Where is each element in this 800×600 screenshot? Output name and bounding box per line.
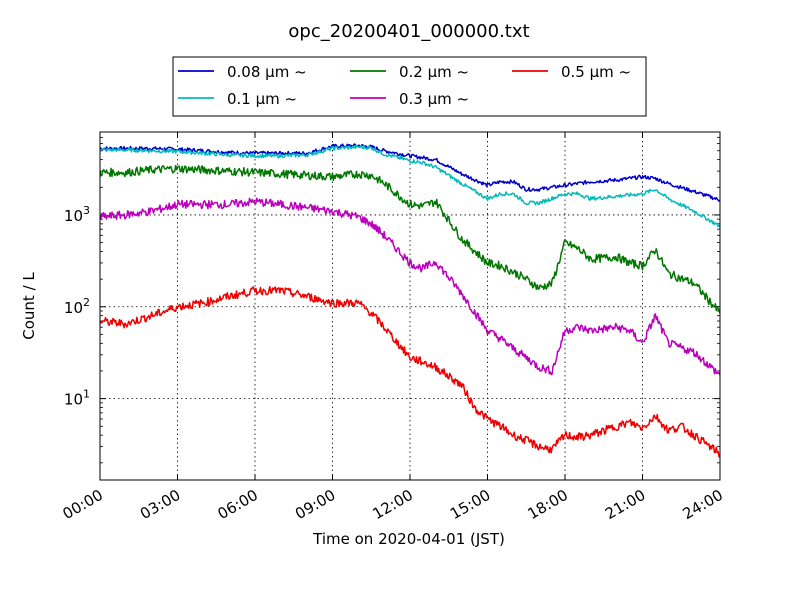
series-lines	[100, 143, 720, 458]
legend-label: 0.08 μm ~	[227, 63, 307, 81]
y-tick-label: 102	[64, 296, 90, 317]
series-line	[100, 144, 720, 228]
legend: 0.08 μm ~ 0.1 μm ~ 0.2 μm ~ 0.3 μm ~ 0.5 μm …	[172, 56, 647, 117]
chart-title: opc_20200401_000000.txt	[288, 21, 529, 42]
legend-label: 0.1 μm ~	[227, 90, 297, 108]
y-tick-label: 101	[64, 388, 90, 409]
series-line	[100, 164, 720, 314]
series-line	[100, 197, 720, 376]
series-line	[100, 285, 720, 458]
legend-label: 0.2 μm ~	[399, 63, 469, 81]
y-axis-label: Count / L	[20, 272, 38, 340]
y-tick-label: 103	[64, 204, 90, 225]
x-axis-label: Time on 2020-04-01 (JST)	[312, 530, 505, 548]
legend-label: 0.5 μm ~	[561, 63, 631, 81]
legend-box	[172, 56, 647, 117]
legend-label: 0.3 μm ~	[399, 90, 469, 108]
plot-frame	[99, 131, 721, 481]
